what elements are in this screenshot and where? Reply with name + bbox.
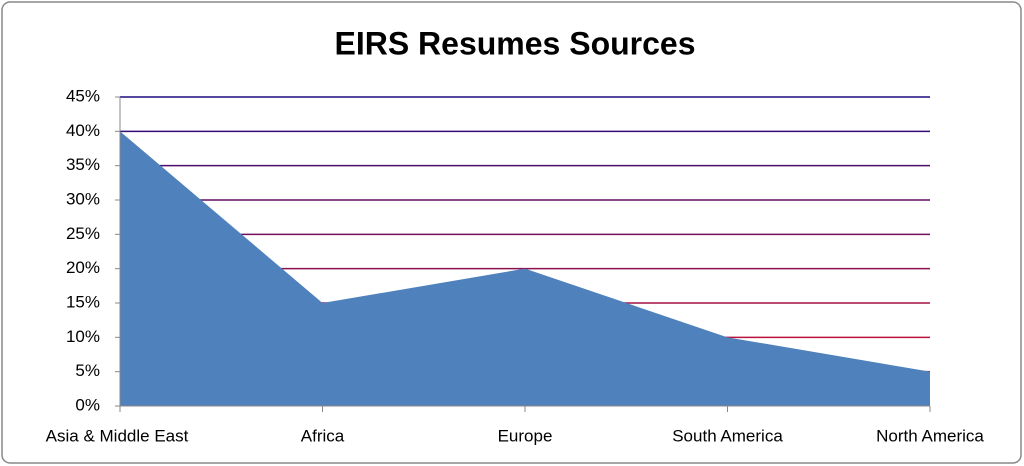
area xyxy=(120,131,930,407)
x-tick-label: Africa xyxy=(301,426,345,445)
y-tick-label: 20% xyxy=(66,258,100,277)
x-tick-label: North America xyxy=(876,426,984,445)
x-tick-label: Europe xyxy=(498,426,553,445)
y-tick-label: 10% xyxy=(66,327,100,346)
y-tick-label: 45% xyxy=(66,86,100,105)
chart-title: EIRS Resumes Sources xyxy=(334,25,695,61)
x-tick-label: South America xyxy=(672,426,783,445)
x-tick-label: Asia & Middle East xyxy=(46,426,189,445)
y-tick-label: 0% xyxy=(75,395,100,414)
y-tick-label: 30% xyxy=(66,189,100,208)
y-tick-label: 40% xyxy=(66,121,100,140)
y-tick-label: 15% xyxy=(66,292,100,311)
y-tick-label: 35% xyxy=(66,155,100,174)
y-tick-label: 25% xyxy=(66,224,100,243)
y-tick-label: 5% xyxy=(75,361,100,380)
